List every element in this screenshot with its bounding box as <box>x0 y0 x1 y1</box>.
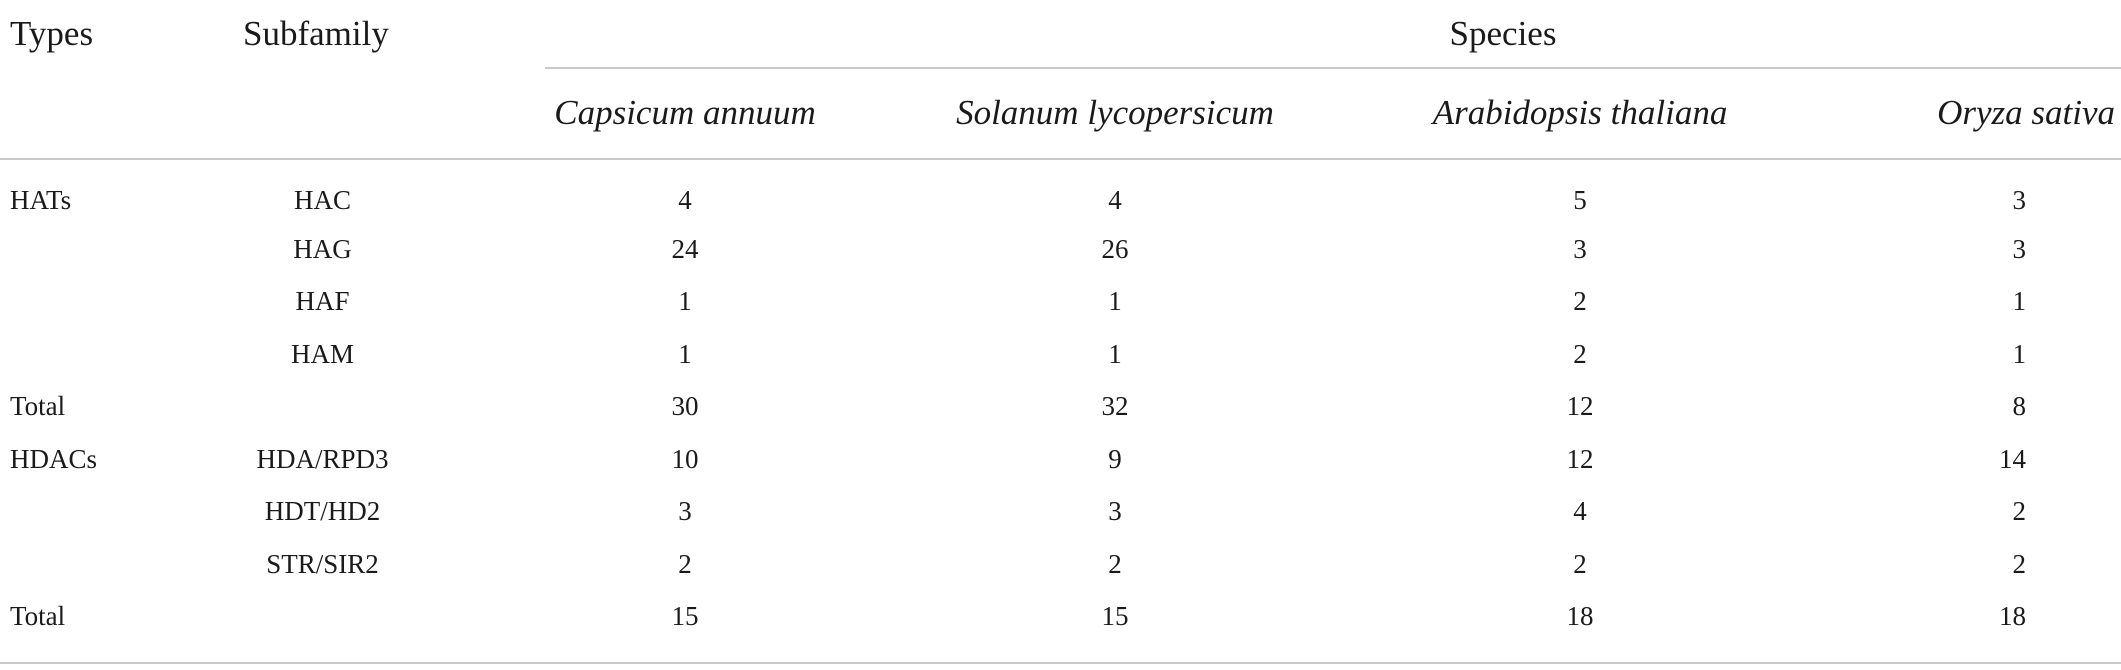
header-subfamily: Subfamily <box>243 14 389 53</box>
cell-count: 2 <box>1573 286 1587 317</box>
cell-count: 2 <box>678 548 692 579</box>
cell-count: 2 <box>1573 338 1587 369</box>
cell-subfamily: HAG <box>293 233 352 264</box>
header-types: Types <box>10 14 94 53</box>
cell-count: 12 <box>1566 391 1594 422</box>
cell-count: 30 <box>671 391 699 422</box>
cell-subfamily: STR/SIR2 <box>266 548 379 579</box>
header-blank <box>160 68 485 157</box>
header-species-arabidopsis: Arabidopsis thaliana <box>1432 92 1728 132</box>
table-row: HAF 1 1 2 1 <box>0 276 2121 329</box>
cell-count: 32 <box>1101 391 1129 422</box>
table-row: HAG 24 26 3 3 <box>0 223 2121 276</box>
cell-count: 4 <box>1108 184 1122 215</box>
table-body: HATs HAC 4 4 5 3 HAG 24 26 3 3 HAF 1 1 2 1 HAM 1 1 2 1 Total 3… <box>0 157 2121 643</box>
cell-count: 2 <box>2012 496 2027 527</box>
cell-count: 4 <box>1573 496 1587 527</box>
cell-count: 14 <box>1999 443 2027 474</box>
cell-type <box>0 486 160 539</box>
header-species-solanum: Solanum lycopersicum <box>956 92 1274 132</box>
cell-count: 3 <box>678 496 692 527</box>
table-row: HDACs HDA/RPD3 10 9 12 14 <box>0 433 2121 486</box>
cell-type: Total <box>10 601 66 632</box>
cell-count: 1 <box>678 286 692 317</box>
table-row: HAM 1 1 2 1 <box>0 328 2121 381</box>
cell-subfamily: HAM <box>290 338 354 369</box>
cell-count: 15 <box>1101 601 1129 632</box>
cell-subfamily: HDT/HD2 <box>264 496 381 527</box>
cell-subfamily <box>160 381 485 434</box>
cell-count: 5 <box>1573 184 1587 215</box>
header-species: Species <box>1449 14 1557 53</box>
cell-count: 3 <box>2012 233 2027 264</box>
cell-subfamily: HAC <box>293 184 351 215</box>
table-row: Total 30 32 12 8 <box>0 381 2121 434</box>
cell-type: HATs <box>10 184 72 215</box>
cell-type <box>0 328 160 381</box>
cell-count: 2 <box>1108 548 1122 579</box>
cell-count: 2 <box>1573 548 1587 579</box>
table-row: STR/SIR2 2 2 2 2 <box>0 538 2121 591</box>
histone-acetylation-table: Types Subfamily Species Capsicum annuum … <box>0 0 2121 643</box>
cell-count: 1 <box>678 338 692 369</box>
cell-count: 3 <box>2012 184 2027 215</box>
cell-count: 1 <box>2012 286 2027 317</box>
cell-count: 3 <box>1573 233 1587 264</box>
cell-count: 15 <box>671 601 699 632</box>
cell-count: 1 <box>2012 338 2027 369</box>
cell-count: 26 <box>1101 233 1129 264</box>
cell-count: 9 <box>1108 443 1122 474</box>
cell-subfamily: HAF <box>295 286 350 317</box>
cell-count: 24 <box>671 233 699 264</box>
header-species-oryza: Oryza sativa <box>1937 92 2116 132</box>
header-bottom-rule <box>0 158 2121 160</box>
table-row: HDT/HD2 3 3 4 2 <box>0 486 2121 539</box>
table-row: HATs HAC 4 4 5 3 <box>0 157 2121 223</box>
cell-type <box>0 223 160 276</box>
table-row: Total 15 15 18 18 <box>0 591 2121 644</box>
cell-count: 3 <box>1108 496 1122 527</box>
cell-type <box>0 538 160 591</box>
cell-type: HDACs <box>10 443 98 474</box>
cell-count: 12 <box>1566 443 1594 474</box>
cell-type <box>0 276 160 329</box>
cell-count: 10 <box>671 443 699 474</box>
cell-count: 2 <box>2012 548 2027 579</box>
cell-count: 8 <box>2012 391 2027 422</box>
cell-count: 1 <box>1108 338 1122 369</box>
header-blank <box>0 68 160 157</box>
cell-subfamily <box>160 591 485 644</box>
species-header-rule <box>545 67 2121 69</box>
cell-count: 18 <box>1566 601 1594 632</box>
table-bottom-rule <box>0 662 2121 664</box>
cell-count: 1 <box>1108 286 1122 317</box>
cell-count: 4 <box>678 184 692 215</box>
header-row-1: Types Subfamily Species <box>0 0 2121 68</box>
header-row-2: Capsicum annuum Solanum lycopersicum Ara… <box>0 68 2121 157</box>
cell-type: Total <box>10 391 66 422</box>
cell-count: 18 <box>1999 601 2027 632</box>
header-species-capsicum: Capsicum annuum <box>554 92 816 132</box>
cell-subfamily: HDA/RPD3 <box>256 443 389 474</box>
